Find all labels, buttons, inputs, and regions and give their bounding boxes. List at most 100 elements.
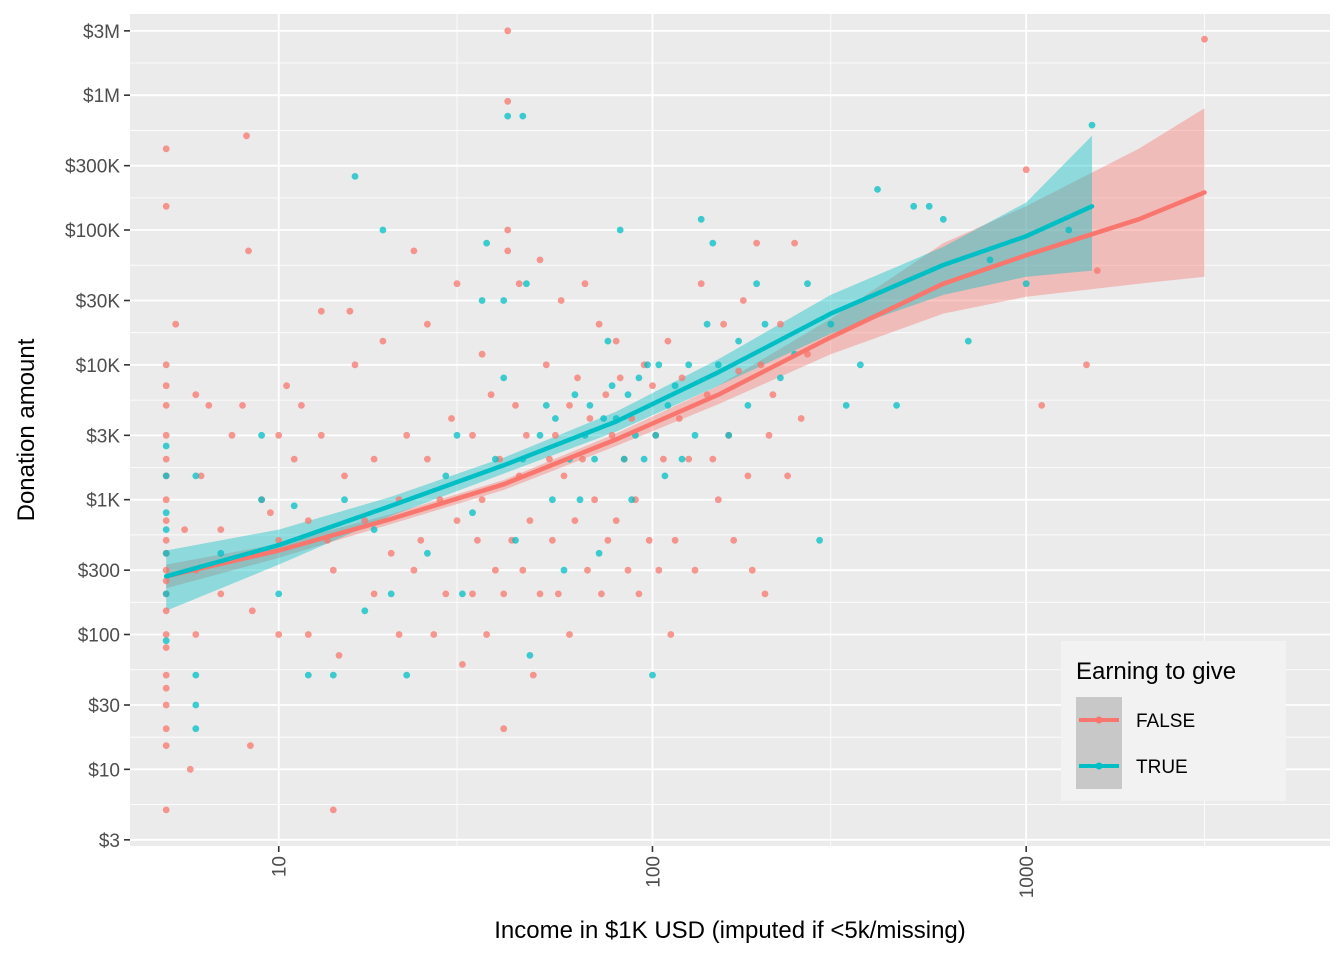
data-point-true [442,472,450,480]
y-tick-label: $30K [76,292,121,313]
data-point-true [1065,226,1073,234]
data-point-false [395,631,403,638]
data-point-false [777,320,784,328]
data-point-false [784,472,791,480]
data-point-false [720,320,727,328]
data-point-false [162,431,170,439]
data-point-false [424,320,431,328]
data-point-true [761,320,769,328]
data-point-false [549,536,556,544]
data-point-false [655,566,663,574]
data-point-true [616,226,624,234]
legend-label-false: FALSE [1136,711,1195,732]
data-point-false [290,455,298,463]
data-point-false [162,361,170,369]
data-point-true [816,536,823,544]
data-point-true [661,472,669,480]
data-point-false [529,671,537,679]
data-point-false [739,297,747,304]
data-point-false [536,256,544,264]
data-point-true [549,496,556,504]
data-point-true [275,590,283,598]
data-point-false [459,661,466,668]
data-point-false [341,472,348,480]
data-point-true [703,320,711,328]
data-point-true [893,402,900,409]
data-point-true [725,431,733,439]
y-tick-label: $10K [76,356,121,377]
data-point-false [245,247,252,255]
data-point-false [769,391,777,399]
data-point-false [595,320,603,328]
y-tick-label: $1K [86,491,120,512]
data-point-false [519,566,527,574]
data-point-true [192,671,200,679]
data-point-false [504,247,512,255]
data-point-false [645,536,653,544]
x-axis-title: Income in $1K USD (imputed if <5k/missin… [494,917,966,944]
data-point-true [604,337,612,345]
data-point-false [217,526,225,533]
data-point-false [703,391,711,399]
data-point-true [714,361,722,369]
data-point-false [403,431,411,439]
data-point-true [162,549,170,557]
data-point-false [469,431,476,439]
data-point-false [424,455,431,463]
data-point-true [939,215,947,223]
data-point-false [591,496,598,504]
y-tick-label: $3K [86,426,120,447]
data-point-true [1022,280,1030,288]
legend-key-true-dot [1095,762,1103,770]
data-point-false [523,431,530,439]
data-point-true [403,671,411,679]
data-point-false [410,247,418,255]
data-point-false [483,631,490,638]
data-point-false [791,239,798,247]
data-point-false [757,361,765,369]
data-point-true [608,382,616,390]
data-point-true [192,701,200,709]
data-point-true [162,472,170,480]
data-point-true [685,361,693,369]
data-point-false [560,472,568,480]
data-point-false [275,431,283,439]
data-point-true [874,186,881,193]
x-tick-label: 1000 [1017,856,1038,898]
data-point-false [162,806,170,814]
data-point-false [417,536,425,544]
data-point-true [542,402,550,409]
data-point-false [797,415,805,422]
data-point-true [304,671,312,679]
data-point-false [453,517,461,524]
data-point-false [448,415,455,422]
data-point-false [1201,35,1208,43]
data-point-false [162,684,170,692]
data-point-false [504,27,512,35]
data-point-false [546,455,553,463]
data-point-true [697,215,705,223]
data-point-false [370,590,378,598]
data-point-false [515,280,523,288]
data-point-true [671,382,679,390]
data-point-false [714,496,722,504]
data-point-true [370,526,378,533]
data-point-false [162,145,170,153]
data-point-true [341,496,348,504]
data-point-true [586,402,594,409]
data-point-true [986,256,994,264]
data-point-false [248,607,256,615]
data-point-true [753,280,760,288]
data-point-false [649,382,656,390]
data-point-false [584,566,591,574]
data-point-true [827,320,835,328]
data-point-false [566,402,573,409]
data-point-false [581,280,589,288]
data-point-false [379,337,387,345]
data-point-true [258,431,265,439]
data-point-false [660,455,667,463]
data-point-true [162,526,170,533]
data-point-true [655,361,663,369]
data-point-false [753,239,760,247]
